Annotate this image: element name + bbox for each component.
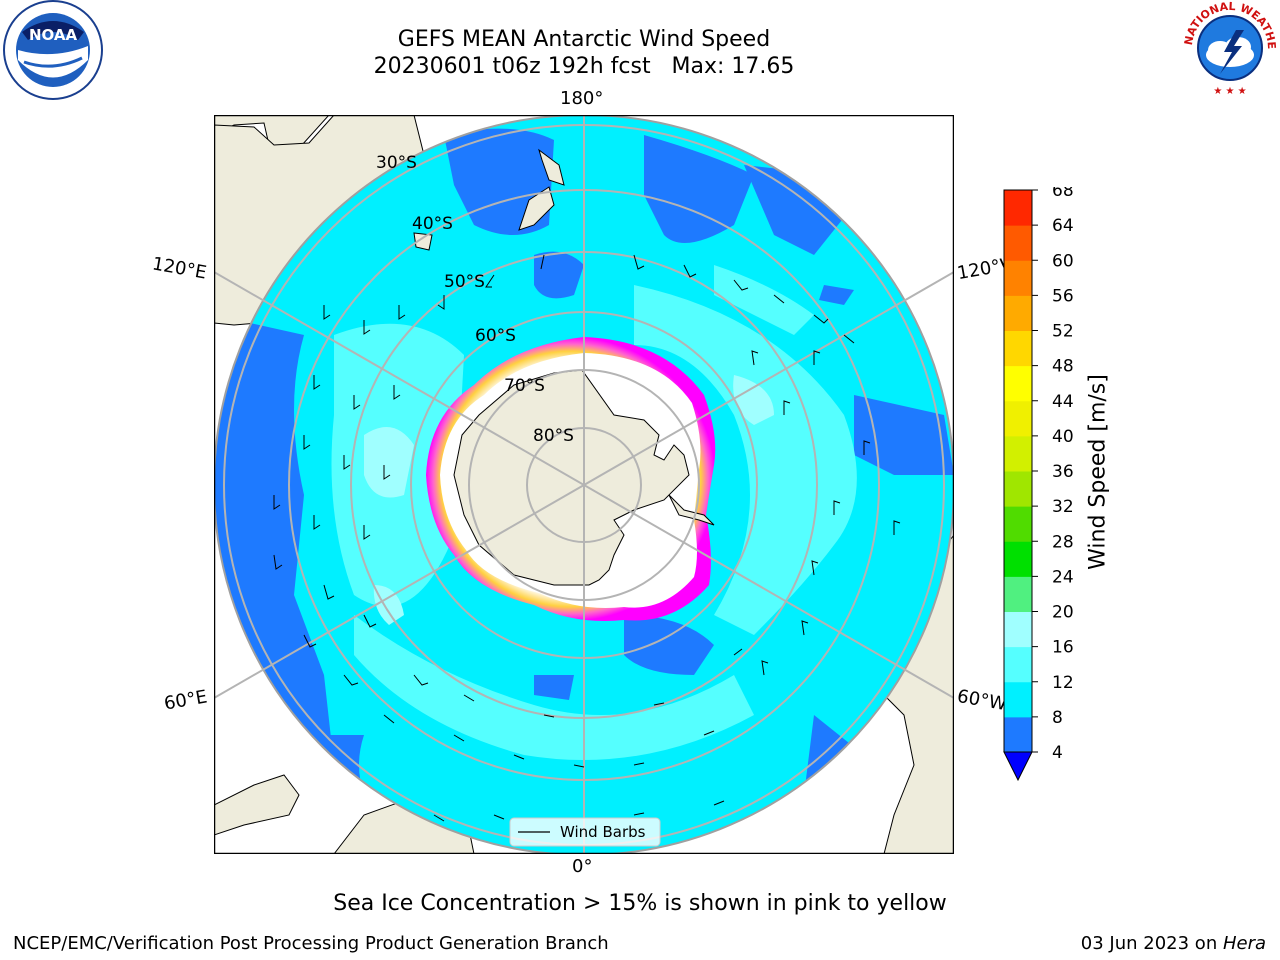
colorbar-segment bbox=[1004, 365, 1032, 402]
sea-ice-caption: Sea Ice Concentration > 15% is shown in … bbox=[333, 891, 947, 916]
colorbar-tick-label: 60 bbox=[1052, 251, 1074, 271]
colorbar-segment bbox=[1004, 576, 1032, 612]
colorbar-segment bbox=[1004, 400, 1032, 437]
colorbar-tick-label: 20 bbox=[1052, 603, 1074, 623]
colorbar-segment bbox=[1004, 190, 1032, 226]
africa-land bbox=[213, 774, 300, 836]
colorbar-segment bbox=[1004, 330, 1032, 367]
colorbar-tick-label: 12 bbox=[1052, 673, 1074, 693]
colorbar-segment bbox=[1004, 611, 1032, 648]
lat-label-40s: 40°S bbox=[412, 214, 453, 234]
svg-text:NOAA: NOAA bbox=[29, 26, 78, 44]
lon-label-60e: 60°E bbox=[162, 686, 209, 715]
colorbar-tick-label: 52 bbox=[1052, 322, 1074, 342]
footer-date: 03 Jun 2023 on Hera bbox=[1080, 933, 1266, 954]
lat-label-30s: 30°S bbox=[376, 153, 417, 173]
colorbar-tick-label: 48 bbox=[1052, 357, 1074, 377]
colorbar-tick-label: 16 bbox=[1052, 638, 1074, 658]
colorbar-tick-label: 28 bbox=[1052, 532, 1074, 552]
colorbar-extend bbox=[1003, 751, 1033, 782]
colorbar-segment bbox=[1004, 225, 1032, 261]
colorbar-segment bbox=[1004, 471, 1032, 507]
new-zealand-land bbox=[538, 148, 565, 186]
lat-label-50s: 50°S bbox=[444, 272, 485, 292]
colorbar-segment bbox=[1004, 295, 1032, 331]
colorbar-tick-label: 4 bbox=[1052, 743, 1063, 763]
lon-label-180: 180° bbox=[560, 88, 604, 109]
wind-barbs bbox=[273, 254, 901, 822]
map-legend: Wind Barbs bbox=[509, 817, 661, 847]
svg-text:★ ★ ★: ★ ★ ★ bbox=[1213, 86, 1246, 97]
colorbar-tick-label: 56 bbox=[1052, 286, 1074, 306]
new-zealand-land bbox=[518, 186, 555, 231]
colorbar-segment bbox=[1004, 716, 1032, 753]
colorbar-segment bbox=[1004, 646, 1032, 683]
colorbar-segment bbox=[1004, 435, 1032, 472]
colorbar-segment bbox=[1004, 681, 1032, 718]
legend-label: Wind Barbs bbox=[560, 823, 646, 841]
polar-map: 30°S 40°S 50°S 60°S 70°S 80°S Wind Barbs bbox=[213, 114, 955, 856]
lat-label-60s: 60°S bbox=[475, 326, 516, 346]
noaa-logo-icon: NOAA bbox=[2, 0, 104, 106]
colorbar-tick-label: 68 bbox=[1052, 187, 1074, 201]
nws-logo-icon: NATIONAL WEATHER SERVICE ★ ★ ★ bbox=[1176, 0, 1280, 104]
footer-credit: NCEP/EMC/Verification Post Processing Pr… bbox=[13, 933, 609, 954]
lat-label-80s: 80°S bbox=[533, 426, 574, 446]
colorbar-tick-label: 32 bbox=[1052, 497, 1074, 517]
chart-subtitle: 20230601 t06z 192h fcst Max: 17.65 bbox=[373, 54, 795, 79]
colorbar-tick-label: 8 bbox=[1052, 708, 1063, 728]
colorbar-label: Wind Speed [m/s] bbox=[1085, 374, 1111, 570]
colorbar-segment bbox=[1004, 260, 1032, 296]
lat-label-70s: 70°S bbox=[504, 376, 545, 396]
colorbar-segment bbox=[1004, 506, 1032, 542]
colorbar-tick-label: 36 bbox=[1052, 462, 1074, 482]
colorbar-segment bbox=[1004, 541, 1032, 577]
colorbar-tick-label: 64 bbox=[1052, 216, 1074, 236]
lon-label-0: 0° bbox=[572, 856, 593, 877]
lon-label-120e: 120°E bbox=[150, 253, 209, 284]
colorbar-tick-label: 40 bbox=[1052, 427, 1074, 447]
colorbar-tick-label: 24 bbox=[1052, 567, 1074, 587]
chart-title: GEFS MEAN Antarctic Wind Speed bbox=[397, 27, 771, 52]
colorbar-tick-label: 44 bbox=[1052, 392, 1074, 412]
colorbar: 4 8 12 16 20 24 28 32 36 40 44 48 52 56 60 64 68 bbox=[1000, 181, 1100, 791]
